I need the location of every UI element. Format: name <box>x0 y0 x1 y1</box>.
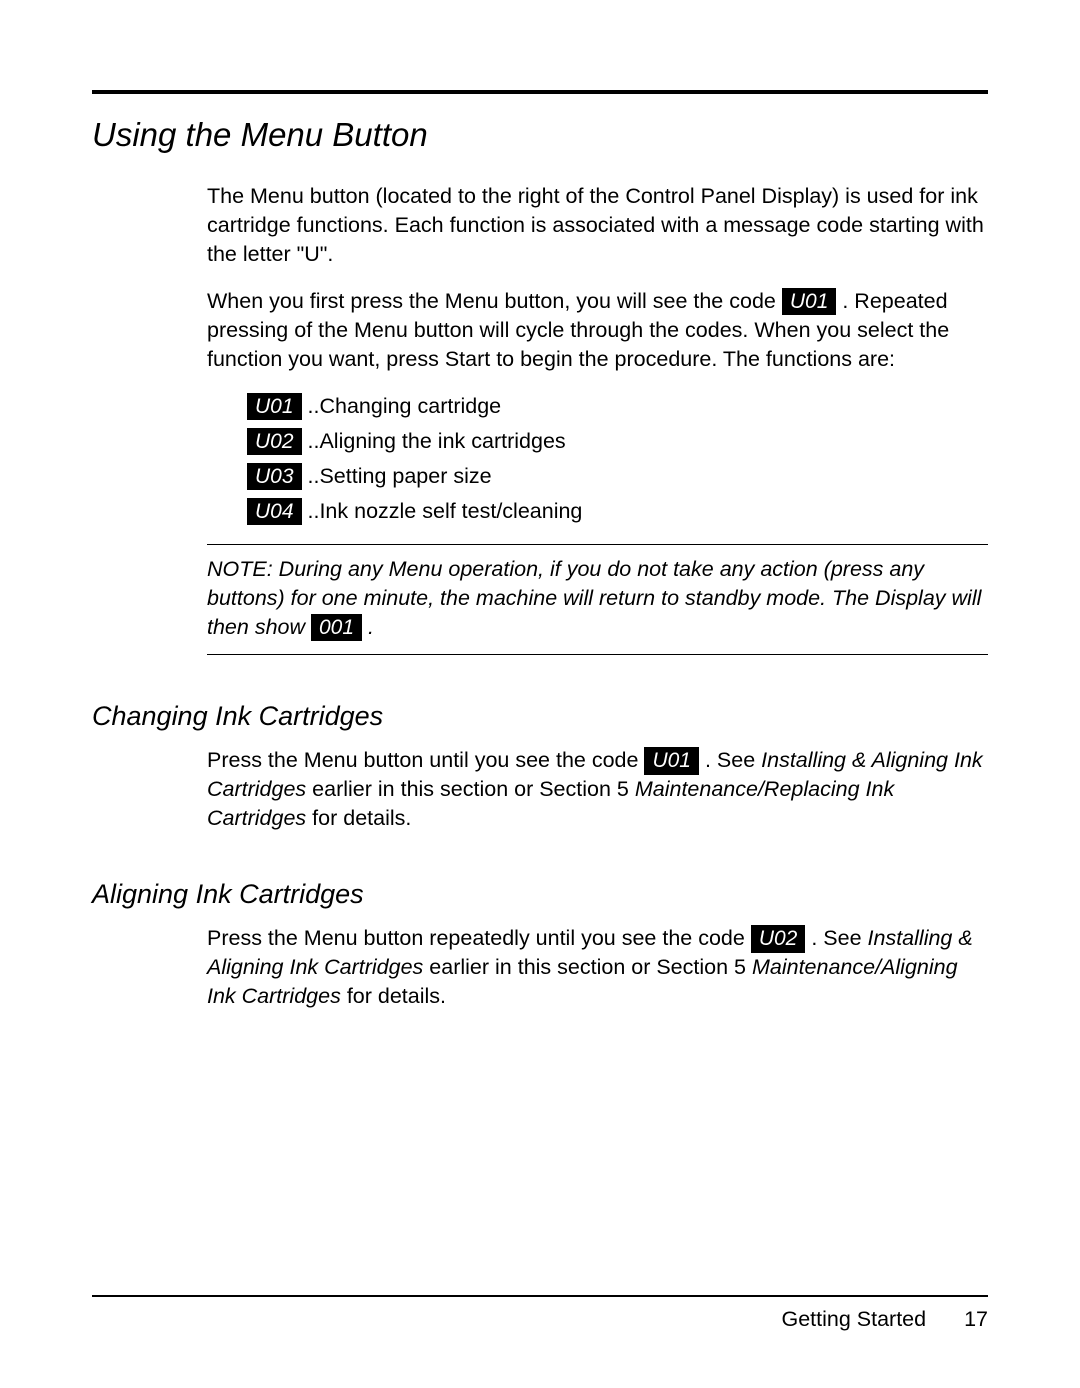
menu-code-label: ..Aligning the ink cartridges <box>308 429 566 453</box>
changing-b: . See <box>705 748 761 772</box>
changing-d: for details. <box>312 806 411 830</box>
code-u02-aligning: U02 <box>751 925 806 952</box>
intro-paragraph-1: The Menu button (located to the right of… <box>207 182 988 269</box>
code-badge: U02 <box>247 428 302 455</box>
aligning-b: . See <box>811 926 867 950</box>
code-badge: U03 <box>247 463 302 490</box>
section-body-aligning: Press the Menu button repeatedly until y… <box>207 924 988 1011</box>
footer-text: Getting Started 17 <box>92 1307 988 1332</box>
menu-code-label: ..Ink nozzle self test/cleaning <box>308 499 583 523</box>
code-001-inline: 001 <box>311 614 362 641</box>
footer-rule <box>92 1295 988 1297</box>
changing-a: Press the Menu button until you see the … <box>207 748 644 772</box>
page-footer: Getting Started 17 <box>92 1295 988 1332</box>
menu-code-row: U01 ..Changing cartridge <box>247 392 988 421</box>
intro2-a: When you first press the Menu button, yo… <box>207 289 782 313</box>
menu-code-label: ..Changing cartridge <box>308 394 502 418</box>
top-rule <box>92 90 988 94</box>
code-badge: U04 <box>247 498 302 525</box>
footer-section: Getting Started <box>781 1307 926 1331</box>
aligning-c: earlier in this section or Section 5 <box>429 955 752 979</box>
menu-code-row: U02 ..Aligning the ink cartridges <box>247 427 988 456</box>
menu-code-row: U04 ..Ink nozzle self test/cleaning <box>247 497 988 526</box>
aligning-d: for details. <box>347 984 446 1008</box>
intro-paragraph-2: When you first press the Menu button, yo… <box>207 287 988 374</box>
footer-page-number: 17 <box>964 1307 988 1331</box>
section-title-aligning: Aligning Ink Cartridges <box>92 879 988 910</box>
intro-block: The Menu button (located to the right of… <box>207 182 988 655</box>
menu-code-list: U01 ..Changing cartridge U02 ..Aligning … <box>247 392 988 526</box>
changing-paragraph: Press the Menu button until you see the … <box>207 746 988 833</box>
section-body-changing: Press the Menu button until you see the … <box>207 746 988 833</box>
page-title: Using the Menu Button <box>92 116 988 154</box>
menu-code-row: U03 ..Setting paper size <box>247 462 988 491</box>
code-u01-inline: U01 <box>782 288 837 315</box>
code-u01-changing: U01 <box>644 747 699 774</box>
aligning-a: Press the Menu button repeatedly until y… <box>207 926 751 950</box>
note-b: . <box>368 615 374 639</box>
aligning-paragraph: Press the Menu button repeatedly until y… <box>207 924 988 1011</box>
page: Using the Menu Button The Menu button (l… <box>0 0 1080 1388</box>
code-badge: U01 <box>247 393 302 420</box>
menu-code-label: ..Setting paper size <box>308 464 492 488</box>
note-box: NOTE: During any Menu operation, if you … <box>207 544 988 655</box>
changing-c: earlier in this section or Section 5 <box>312 777 635 801</box>
section-title-changing: Changing Ink Cartridges <box>92 701 988 732</box>
